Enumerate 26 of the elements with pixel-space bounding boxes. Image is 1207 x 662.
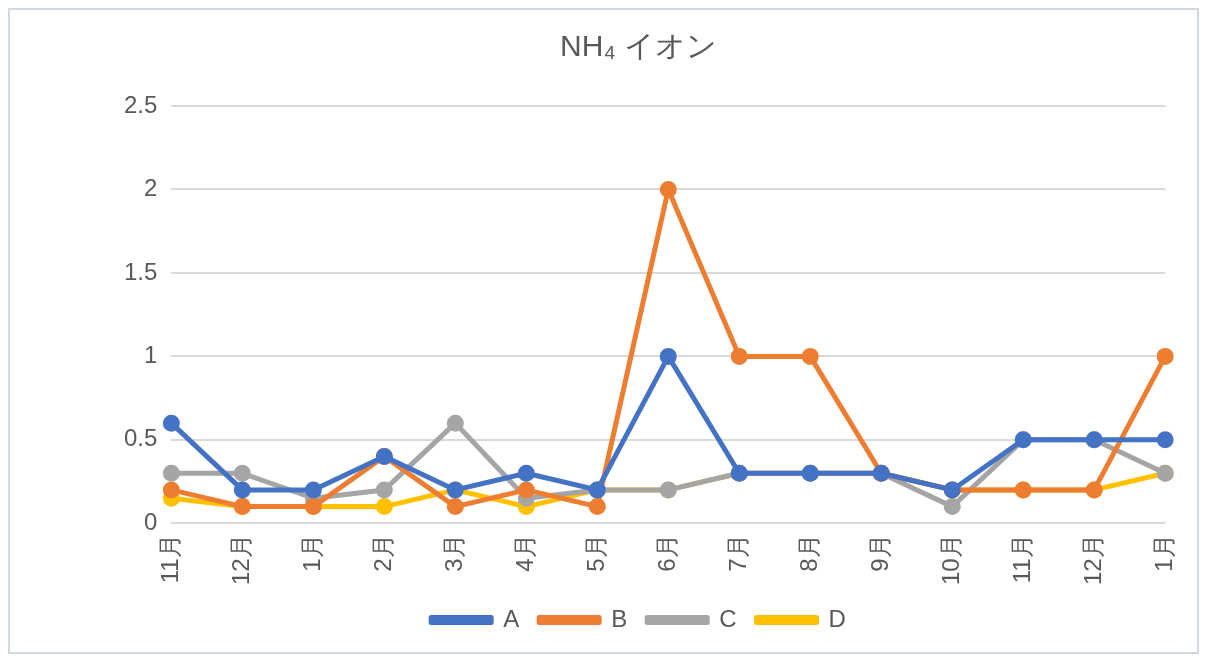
x-tick-label: 2月	[368, 534, 396, 572]
y-tick-label: 1	[144, 341, 158, 369]
chart-title: NH₄ イオン	[560, 29, 717, 63]
legend-label: B	[611, 604, 628, 632]
x-tick-label: 4月	[510, 534, 538, 572]
x-tick-label: 3月	[439, 534, 467, 572]
x-tick-label: 12月	[226, 534, 254, 586]
y-tick-label: 2.5	[123, 90, 158, 118]
x-tick-label: 11月	[155, 534, 183, 584]
x-tick-label: 8月	[794, 534, 822, 572]
legend-label: C	[719, 604, 737, 632]
x-tick-label: 10月	[936, 534, 964, 586]
y-tick-label: 0	[144, 507, 158, 535]
y-tick-label: 2	[144, 174, 158, 202]
y-tick-label: 0.5	[123, 424, 158, 452]
x-tick-label: 11月	[1007, 534, 1035, 584]
x-tick-label: 9月	[865, 534, 893, 572]
x-tick-label: 6月	[652, 534, 680, 572]
x-tick-label: 12月	[1078, 534, 1106, 586]
x-tick-label: 1月	[1149, 534, 1177, 572]
x-tick-label: 7月	[723, 534, 751, 572]
x-tick-label: 5月	[581, 534, 609, 572]
x-tick-label: 1月	[297, 534, 325, 572]
legend-label: D	[828, 604, 846, 632]
y-tick-label: 1.5	[123, 257, 158, 285]
legend-label: A	[503, 604, 520, 632]
